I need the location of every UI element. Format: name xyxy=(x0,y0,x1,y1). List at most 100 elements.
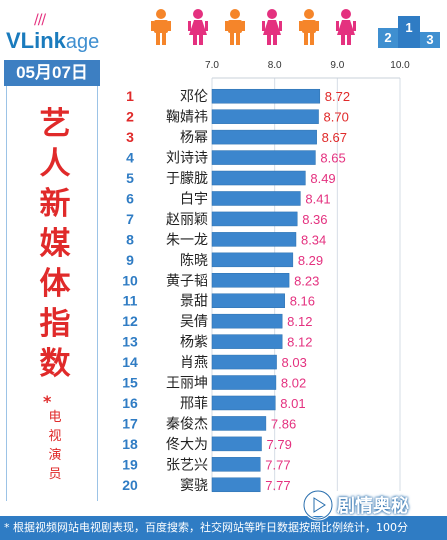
bar xyxy=(211,109,319,124)
date-label: 05月07日 xyxy=(4,60,100,86)
rank-label: 8 xyxy=(126,231,134,247)
rank-label: 9 xyxy=(126,252,134,268)
rank-label: 18 xyxy=(122,436,138,452)
person-icon xyxy=(299,9,319,45)
value-label: 8.12 xyxy=(287,335,312,350)
value-label: 7.77 xyxy=(265,478,290,493)
x-tick-label: 8.0 xyxy=(268,60,282,71)
value-label: 8.67 xyxy=(322,130,347,145)
value-label: 8.03 xyxy=(282,355,307,370)
rank-label: 11 xyxy=(123,293,138,309)
bar xyxy=(211,395,276,411)
value-label: 8.02 xyxy=(281,376,306,391)
value-label: 7.79 xyxy=(267,437,292,452)
bar-chart: 7.0 8.0 9.0 10.0 1 邓伦 8.72 2 鞠婧祎 8.70 3 杨幂 8.67 4 刘诗诗 8… xyxy=(108,52,444,502)
chart-title: 艺人新媒体指数 xyxy=(39,106,71,382)
value-label: 8.49 xyxy=(310,171,335,186)
bar xyxy=(211,416,267,431)
value-label: 8.36 xyxy=(302,212,327,227)
rank-label: 4 xyxy=(126,150,134,166)
rank-label: 7 xyxy=(126,211,134,227)
value-label: 8.70 xyxy=(324,110,349,125)
artist-name: 杨紫 xyxy=(180,335,208,351)
person-icon xyxy=(225,9,245,45)
value-label: 8.23 xyxy=(294,273,319,288)
left-panel xyxy=(6,86,98,501)
rank-label: 2 xyxy=(126,109,134,125)
value-label: 8.12 xyxy=(287,314,312,329)
rank-label: 12 xyxy=(122,313,138,329)
value-label: 8.41 xyxy=(305,191,330,206)
artist-name: 王丽坤 xyxy=(166,376,208,392)
footnote: * 根据视频网站电视剧表现，百度搜索，社交网站等昨日数据按照比例统计，100分 xyxy=(0,516,447,540)
rank-label: 6 xyxy=(126,190,134,206)
svg-text:2: 2 xyxy=(384,30,391,45)
logo-text: VLinkage xyxy=(6,28,99,54)
artist-name: 杨幂 xyxy=(180,130,208,146)
artist-name: 秦俊杰 xyxy=(166,416,208,432)
rank-label: 14 xyxy=(122,354,138,370)
artist-name: 赵丽颖 xyxy=(166,212,208,228)
rank-label: 19 xyxy=(122,456,138,472)
bar xyxy=(211,150,316,165)
rank-label: 13 xyxy=(122,334,138,350)
bar xyxy=(211,477,261,493)
artist-name: 朱一龙 xyxy=(166,232,208,248)
bar xyxy=(211,232,297,247)
person-icon xyxy=(336,9,356,45)
logo-text-accent: age xyxy=(65,31,100,53)
artist-name: 于朦胧 xyxy=(166,171,208,187)
rank-label: 17 xyxy=(122,415,138,431)
rank-label: 1 xyxy=(126,88,134,104)
value-label: 8.72 xyxy=(325,89,350,104)
svg-text:3: 3 xyxy=(426,32,433,47)
x-tick-label: 7.0 xyxy=(205,60,219,71)
chart-subtitle: 电视演员 xyxy=(48,410,62,482)
value-label: 8.01 xyxy=(280,396,305,411)
svg-text:1: 1 xyxy=(405,20,412,35)
artist-name: 吴倩 xyxy=(180,314,208,330)
value-label: 8.29 xyxy=(298,253,323,268)
bar xyxy=(211,129,317,145)
value-label: 7.77 xyxy=(265,457,290,472)
watermark-logo-icon xyxy=(302,489,334,521)
logo-text-main: VLink xyxy=(6,28,66,53)
value-label: 8.65 xyxy=(320,151,345,166)
artist-name: 佟大为 xyxy=(166,437,208,453)
watermark-text: 剧情奥秘 xyxy=(337,496,409,517)
bar xyxy=(211,436,262,452)
rank-label: 16 xyxy=(122,395,138,411)
podium-icon: 2 1 3 xyxy=(378,16,440,48)
artist-name: 窦骁 xyxy=(180,478,208,494)
bar-chart-svg: 7.0 8.0 9.0 10.0 1 邓伦 8.72 2 鞠婧祎 8.70 3 杨幂 8.67 4 刘诗诗 8… xyxy=(122,60,410,494)
value-label: 8.16 xyxy=(290,294,315,309)
artist-name: 刘诗诗 xyxy=(166,151,208,167)
rank-label: 3 xyxy=(126,129,134,145)
watermark: 剧情奥秘 xyxy=(301,488,441,522)
artist-name: 陈晓 xyxy=(180,252,208,269)
people-icons xyxy=(151,9,356,45)
rank-label: 5 xyxy=(126,170,134,186)
value-label: 8.34 xyxy=(301,232,326,247)
title-asterisk: * xyxy=(43,392,52,411)
rank-label: 10 xyxy=(122,272,138,288)
artist-name: 肖燕 xyxy=(180,355,208,371)
artist-name: 邢菲 xyxy=(180,396,208,412)
bar xyxy=(211,191,301,206)
bar xyxy=(211,273,290,288)
bar xyxy=(211,211,298,227)
logo-spark-icon: /// xyxy=(34,12,46,28)
person-icon xyxy=(151,9,171,45)
person-icon xyxy=(188,9,208,45)
artist-name: 鞠婧祎 xyxy=(166,110,208,126)
bar xyxy=(211,354,277,370)
bar xyxy=(211,313,283,329)
bar xyxy=(211,88,321,104)
artist-name: 景甜 xyxy=(180,294,208,310)
artist-name: 张艺兴 xyxy=(166,457,208,473)
x-tick-label: 10.0 xyxy=(390,60,410,71)
bar xyxy=(211,170,306,186)
value-label: 7.86 xyxy=(271,416,296,431)
bar xyxy=(211,293,285,308)
bar xyxy=(211,252,294,268)
